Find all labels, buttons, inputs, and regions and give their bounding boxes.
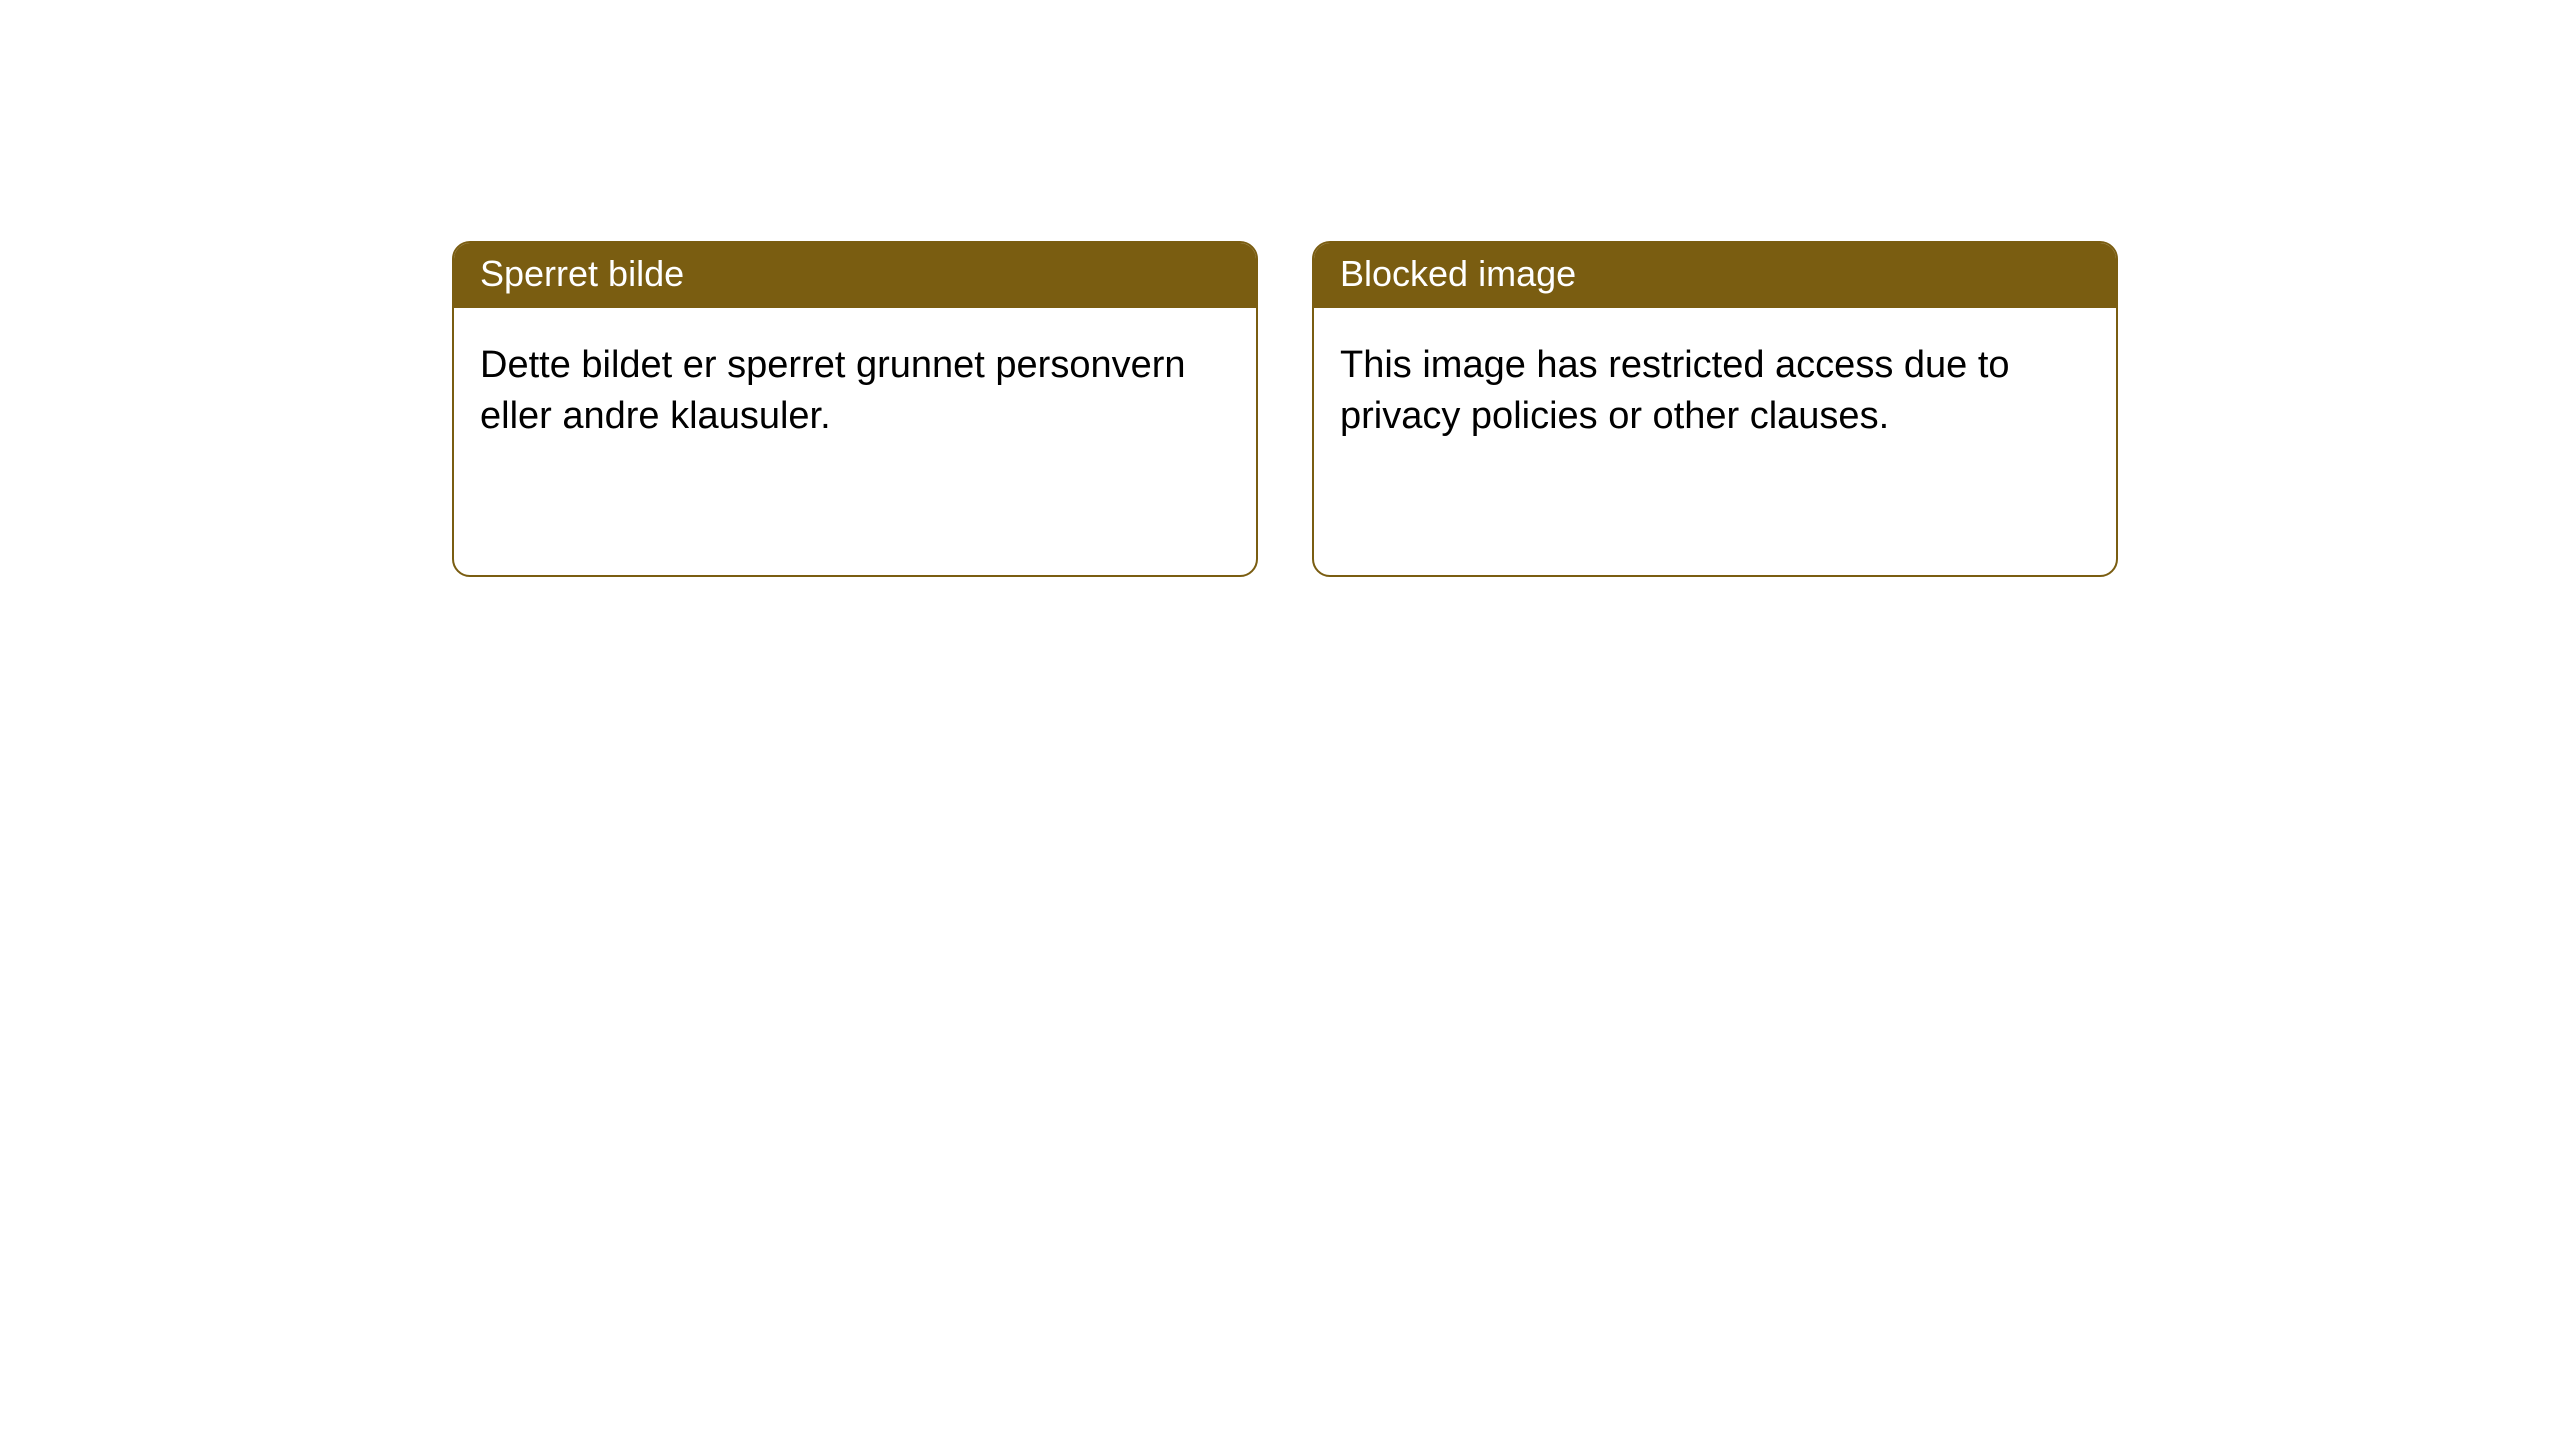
notice-header: Sperret bilde <box>454 243 1256 308</box>
notice-body: This image has restricted access due to … <box>1314 308 2116 475</box>
notice-body: Dette bildet er sperret grunnet personve… <box>454 308 1256 475</box>
notice-header: Blocked image <box>1314 243 2116 308</box>
notice-cards-container: Sperret bilde Dette bildet er sperret gr… <box>0 0 2560 577</box>
notice-card-english: Blocked image This image has restricted … <box>1312 241 2118 577</box>
notice-card-norwegian: Sperret bilde Dette bildet er sperret gr… <box>452 241 1258 577</box>
